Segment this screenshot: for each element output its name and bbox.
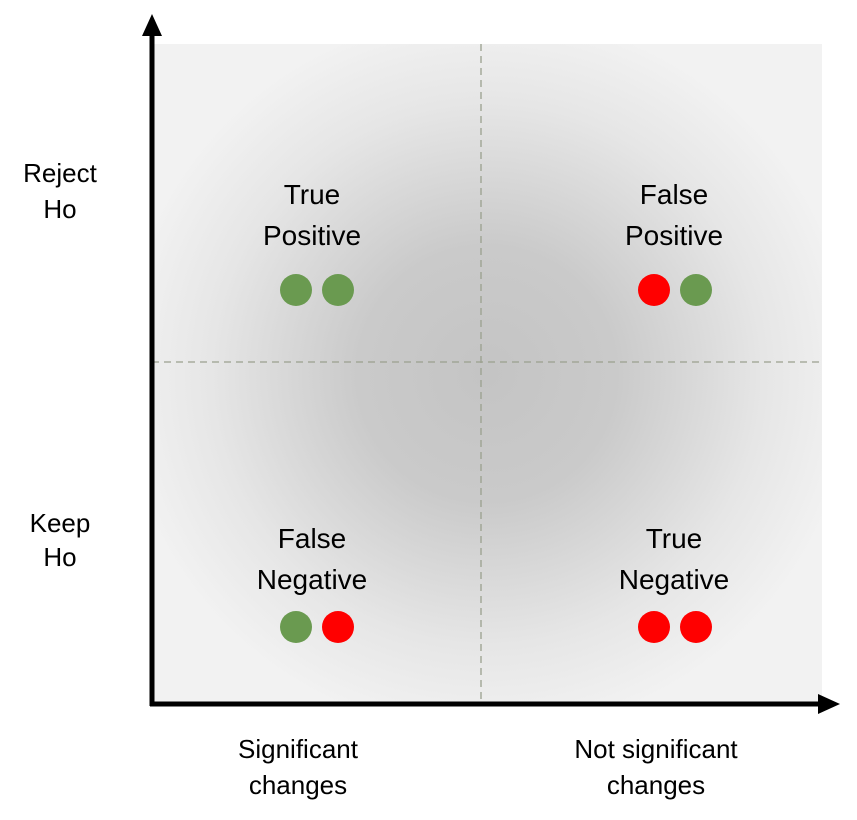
quadrant-title-line2: Negative bbox=[257, 564, 368, 595]
quadrant-false-positive: False Positive bbox=[625, 179, 723, 306]
green-dot bbox=[680, 274, 712, 306]
quadrant-title-line1: False bbox=[278, 523, 346, 554]
quadrant-title-line1: True bbox=[646, 523, 703, 554]
y-label-reject: Reject bbox=[23, 158, 97, 188]
quadrant-title-line2: Positive bbox=[263, 220, 361, 251]
x-label-not-significant: Not significant bbox=[574, 734, 738, 764]
green-dot bbox=[280, 274, 312, 306]
quadrant-title-line1: False bbox=[640, 179, 708, 210]
red-dot bbox=[638, 274, 670, 306]
y-label-keep: Keep bbox=[30, 508, 91, 538]
red-dot bbox=[638, 611, 670, 643]
quadrant-title-line2: Negative bbox=[619, 564, 730, 595]
y-label-reject-ho: Ho bbox=[43, 194, 76, 224]
red-dot bbox=[680, 611, 712, 643]
x-label-significant-changes: changes bbox=[249, 770, 347, 800]
quadrant-true-negative: True Negative bbox=[619, 523, 730, 643]
x-label-significant: Significant bbox=[238, 734, 359, 764]
y-label-keep-ho: Ho bbox=[43, 542, 76, 572]
y-axis-arrowhead bbox=[142, 14, 162, 36]
quadrant-true-positive: True Positive bbox=[263, 179, 361, 306]
green-dot bbox=[280, 611, 312, 643]
quadrant-title-line2: Positive bbox=[625, 220, 723, 251]
quadrant-false-negative: False Negative bbox=[257, 523, 368, 643]
matrix-panel bbox=[152, 44, 822, 704]
green-dot bbox=[322, 274, 354, 306]
quadrant-title-line1: True bbox=[284, 179, 341, 210]
red-dot bbox=[322, 611, 354, 643]
x-axis-arrowhead bbox=[818, 694, 840, 714]
x-label-not-significant-changes: changes bbox=[607, 770, 705, 800]
